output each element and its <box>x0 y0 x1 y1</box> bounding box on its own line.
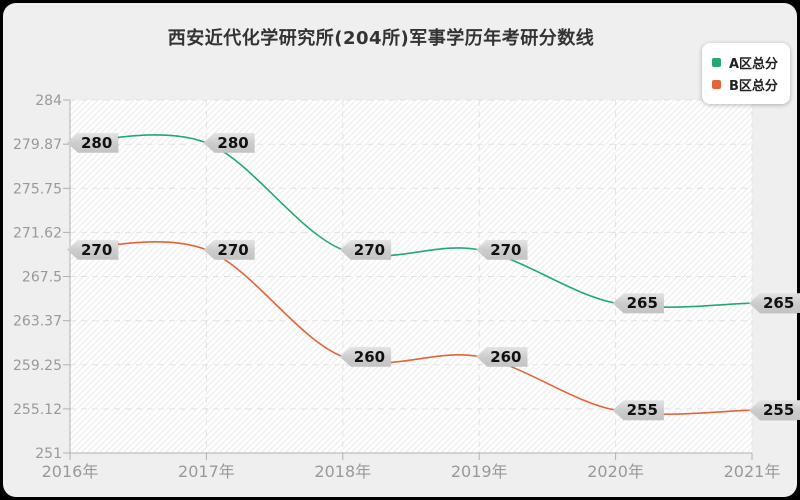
y-axis-label: 251 <box>35 446 62 462</box>
legend: A区总分 B区总分 <box>701 43 790 104</box>
y-axis-label: 271.62 <box>13 225 62 241</box>
chart-title: 西安近代化学研究所(204所)军事学历年考研分数线 <box>167 28 595 49</box>
y-axis-label: 275.75 <box>13 181 62 197</box>
x-axis-label: 2019年 <box>451 462 508 481</box>
legend-swatch-b-icon <box>711 80 721 89</box>
y-axis-label: 284 <box>35 93 62 109</box>
y-axis-label: 279.87 <box>13 137 62 153</box>
y-axis-label: 259.25 <box>13 358 62 374</box>
x-axis-label: 2017年 <box>178 462 235 481</box>
x-axis-label: 2018年 <box>314 462 371 481</box>
legend-label-a: A区总分 <box>728 57 778 72</box>
x-axis-label: 2020年 <box>587 462 644 481</box>
x-axis-label: 2016年 <box>42 462 99 481</box>
legend-label-b: B区总分 <box>728 79 778 94</box>
legend-swatch-a-icon <box>711 58 721 67</box>
y-axis-label: 267.5 <box>22 270 62 286</box>
y-axis-label: 263.37 <box>13 314 62 330</box>
legend-item-a[interactable]: A区总分 <box>711 53 778 72</box>
x-axis-label: 2021年 <box>724 462 781 481</box>
y-axis-label: 255.12 <box>13 402 62 418</box>
legend-item-b[interactable]: B区总分 <box>711 75 778 94</box>
